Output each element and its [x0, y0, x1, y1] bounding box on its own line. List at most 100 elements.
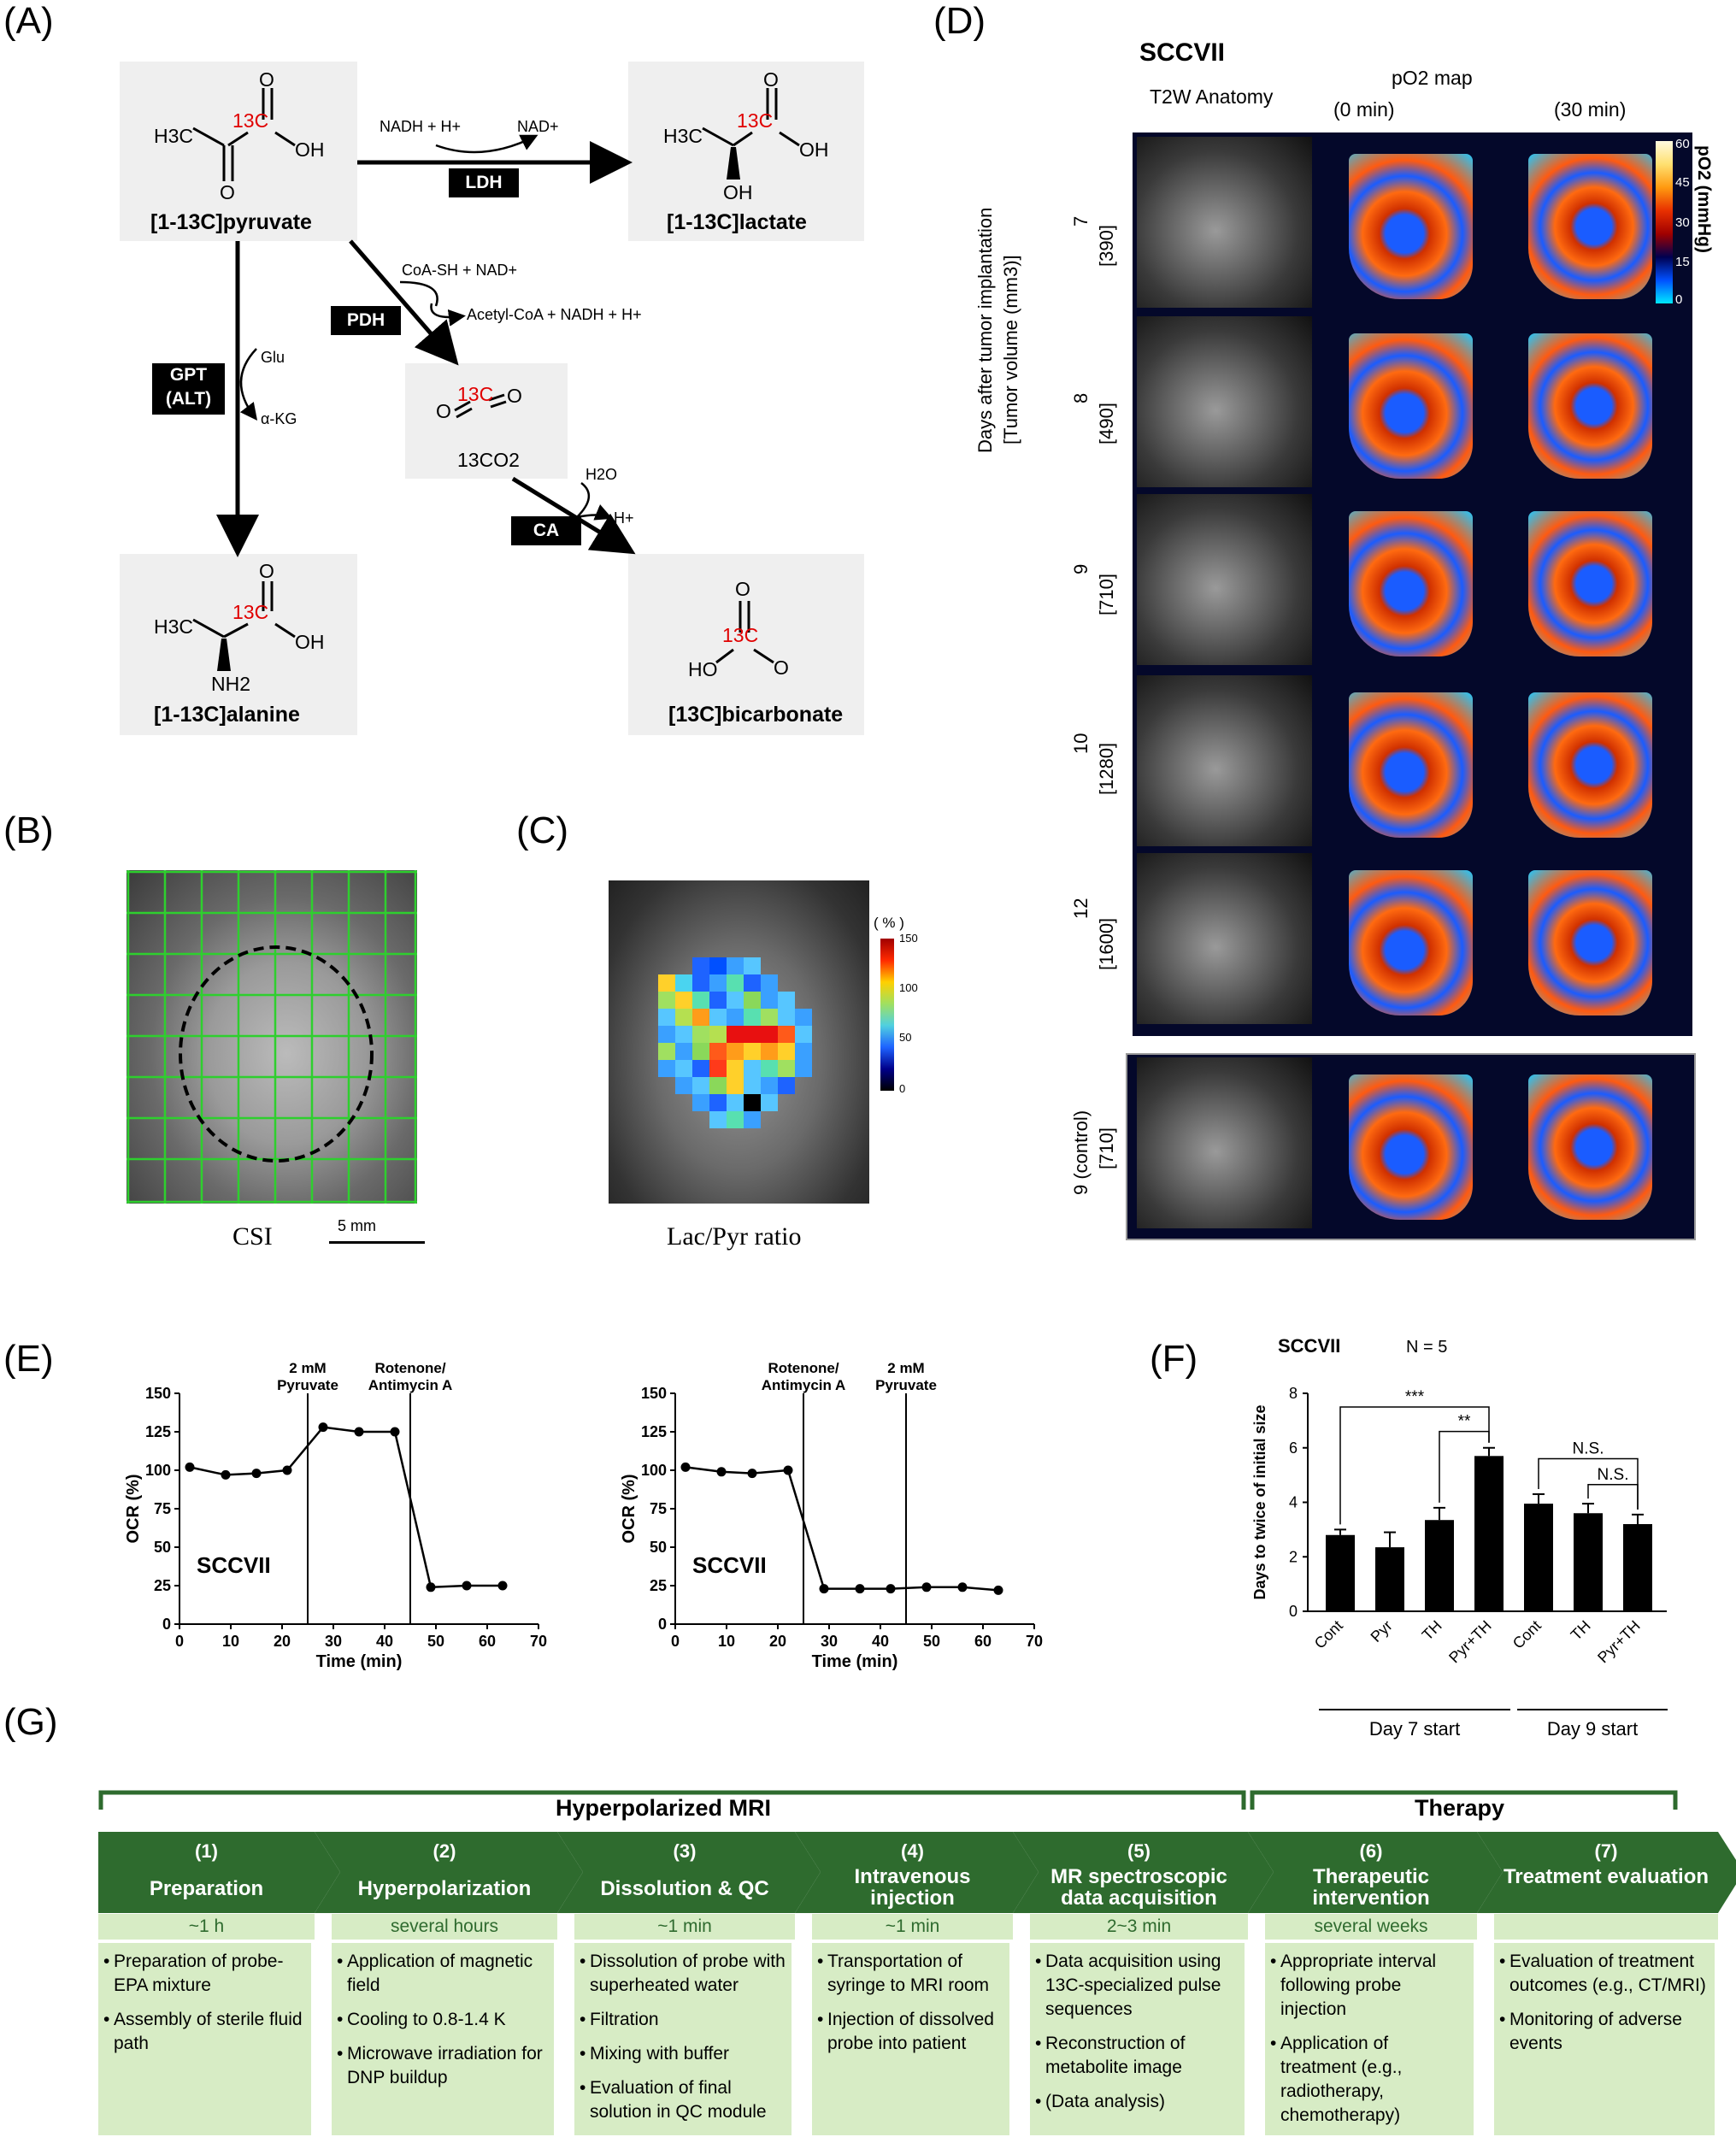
panel-label-b: (B): [3, 809, 54, 851]
pyruvate-oh: OH: [295, 138, 325, 161]
x-tick-label: 50: [427, 1633, 444, 1650]
g-step-2: (2) Hyperpolarization several hours: [315, 1832, 583, 1941]
lacpyr-tick-100: 100: [899, 981, 918, 994]
x-axis-label: Time (min): [316, 1652, 403, 1671]
co2-c13: 13C: [457, 383, 494, 405]
g-step-title-5: MR spectroscopic data acquisition: [1050, 1865, 1227, 1910]
bicarbonate-o: O: [735, 578, 750, 600]
d-po2-map-row-3-t0: [1349, 511, 1473, 656]
bar: [1474, 1456, 1504, 1611]
lactate-oh-bottom: OH: [723, 181, 753, 203]
annotation-label: 2 mM: [289, 1360, 326, 1376]
co2-o-left: O: [436, 400, 451, 422]
g-step-time-5: 2~3 min: [1030, 1914, 1248, 1940]
bar: [1524, 1504, 1553, 1611]
annotation-label: Rotenone/: [374, 1360, 445, 1376]
d-po2-map-row-5-t30: [1528, 870, 1652, 1016]
d-yaxis-2: [Tumor volume (mm3)]: [1000, 255, 1021, 444]
sig-1-bracket: [1339, 1406, 1490, 1525]
y-tick-label: 4: [1289, 1494, 1298, 1511]
d-row-vol-5: [1600]: [1096, 917, 1117, 970]
data-point: [318, 1422, 328, 1433]
lacpyr-tick-0: 0: [899, 1082, 906, 1095]
data-point: [282, 1465, 292, 1475]
x-tick-label: 0: [671, 1633, 680, 1650]
bicarbonate-box: [628, 554, 864, 735]
d-po2-map-row-4-t30: [1528, 692, 1652, 838]
lacpyr-unit: ( % ): [874, 915, 904, 931]
group-label: Day 9 start: [1547, 1718, 1638, 1740]
cofactor-nad: NAD+: [517, 118, 559, 135]
x-tick-label: 20: [274, 1633, 291, 1650]
d-anatomy-row-2: [1137, 316, 1312, 487]
g-step-time-7: [1494, 1914, 1718, 1940]
g-step-time-1: ~1 h: [98, 1914, 315, 1940]
enzyme-ldh: LDH: [449, 168, 519, 197]
g-step-body-6: Appropriate interval following probe inj…: [1265, 1943, 1474, 2135]
g-step-title-7: Treatment evaluation: [1503, 1865, 1710, 1888]
chart-title: SCCVII: [692, 1552, 767, 1578]
y-tick-label: 100: [641, 1462, 667, 1479]
g-step-num-7: (7): [1594, 1840, 1618, 1862]
g-step-body-1: Preparation of probe-EPA mixture Assembly…: [98, 1943, 311, 2135]
g-step-4: (4) Intravenous injection ~1 min: [795, 1832, 1039, 1941]
x-tick-label: 0: [175, 1633, 184, 1650]
g-step-num-2: (2): [433, 1840, 456, 1862]
data-point: [390, 1427, 400, 1437]
x-tick-label: 60: [974, 1633, 992, 1650]
g-step-6-item: Application of treatment (e.g., radiothe…: [1270, 2032, 1468, 2128]
y-axis-label: OCR (%): [620, 1474, 638, 1543]
g-step-num-3: (3): [673, 1840, 697, 1862]
csi-caption: CSI: [232, 1222, 273, 1251]
x-tick-label: Cont: [1311, 1617, 1346, 1652]
g-step-title-1: Preparation: [149, 1877, 264, 1900]
chart-title: SCCVII: [1278, 1335, 1340, 1357]
lacpyr-heatmap: [658, 957, 812, 1128]
g-step-7: (7) Treatment evaluation: [1477, 1832, 1736, 1941]
g-step-4-item: Transportation of syringe to MRI room: [817, 1950, 1004, 1998]
data-point: [426, 1582, 436, 1592]
scale-bar-label: 5 mm: [338, 1217, 376, 1234]
x-tick-label: 70: [1026, 1633, 1043, 1650]
panel-label-f: (F): [1150, 1338, 1198, 1380]
annotation-label: Antimycin A: [762, 1377, 846, 1393]
g-step-7-item: Monitoring of adverse events: [1499, 2008, 1710, 2056]
d-col-t0: (0 min): [1333, 98, 1395, 121]
x-tick-label: 40: [376, 1633, 393, 1650]
alanine-box: [120, 554, 357, 735]
y-tick-label: 0: [658, 1616, 667, 1633]
d-anatomy-row-5: [1137, 853, 1312, 1024]
g-step-title-2: Hyperpolarization: [357, 1877, 532, 1900]
lactate-o: O: [763, 68, 779, 91]
pyruvate-box: [120, 62, 357, 241]
data-point: [354, 1427, 364, 1437]
y-tick-label: 75: [650, 1500, 667, 1517]
data-point: [221, 1469, 231, 1480]
g-step-4-item: Injection of dissolved probe into patien…: [817, 2008, 1004, 2056]
g-step-num-1: (1): [195, 1840, 218, 1862]
g-step-body-5: Data acquisition using 13C-specialized p…: [1030, 1943, 1245, 2135]
lactate-h3c: H3C: [663, 125, 703, 147]
bicarbonate-label: [13C]bicarbonate: [668, 703, 844, 727]
x-tick-label: Cont: [1509, 1617, 1545, 1652]
co2-box: [405, 363, 568, 479]
g-step-title-3: Dissolution & QC: [600, 1877, 769, 1900]
x-axis-label: Time (min): [812, 1652, 898, 1671]
g-step-num-4: (4): [901, 1840, 924, 1862]
pyruvate-h3c: H3C: [154, 125, 194, 147]
d-cb-tick-0: 0: [1675, 292, 1683, 307]
g-step-5-item: Reconstruction of metabolite image: [1035, 2032, 1239, 2080]
y-tick-label: 0: [1289, 1603, 1298, 1620]
g-step-1-item: Assembly of sterile fluid path: [103, 2008, 306, 2056]
x-tick-label: 40: [872, 1633, 889, 1650]
csi-grid: [127, 870, 417, 1204]
lacpyr-caption: Lac/Pyr ratio: [667, 1222, 802, 1251]
cofactor-nadh: NADH + H+: [380, 118, 462, 135]
bar: [1425, 1520, 1454, 1611]
x-tick-label: 10: [718, 1633, 735, 1650]
x-tick-label: Pyr+TH: [1594, 1617, 1644, 1667]
d-po2-map-row-3-t30: [1528, 511, 1652, 656]
g-step-5-item: Data acquisition using 13C-specialized p…: [1035, 1950, 1239, 2022]
d-row-day-5: 12: [1070, 898, 1092, 919]
y-tick-label: 125: [641, 1423, 667, 1440]
